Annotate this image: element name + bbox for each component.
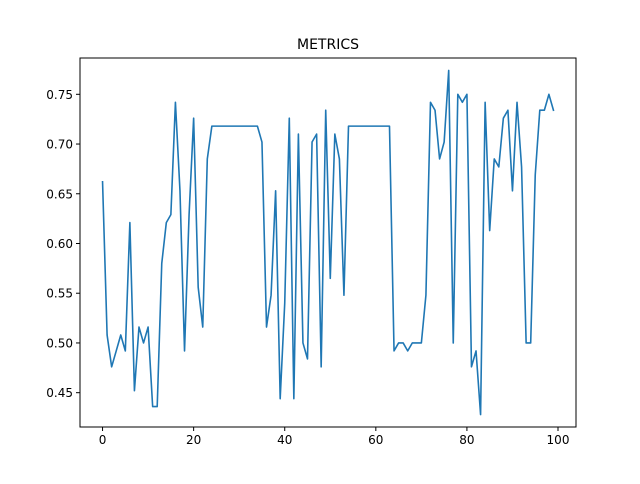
x-tick-label: 80: [459, 433, 474, 447]
x-axis: 0 20 40 60 80 100: [99, 427, 570, 447]
y-axis: 0.45 0.50 0.55 0.60 0.65 0.70 0.75: [46, 88, 80, 400]
y-tick-label: 0.50: [46, 336, 73, 350]
y-tick-label: 0.70: [46, 138, 73, 152]
x-tick-label: 60: [368, 433, 383, 447]
x-tick-label: 0: [99, 433, 107, 447]
x-tick-label: 40: [277, 433, 292, 447]
y-tick-label: 0.65: [46, 187, 73, 201]
y-tick-label: 0.75: [46, 88, 73, 102]
x-tick-label: 100: [547, 433, 570, 447]
x-tick-label: 20: [186, 433, 201, 447]
series-layer: [101, 69, 555, 416]
series-line-0: [101, 69, 555, 416]
plot-area-frame: [79, 57, 577, 428]
y-tick-label: 0.60: [46, 237, 73, 251]
y-tick-label: 0.55: [46, 287, 73, 301]
chart-title: METRICS: [297, 37, 359, 53]
y-tick-label: 0.45: [46, 386, 73, 400]
